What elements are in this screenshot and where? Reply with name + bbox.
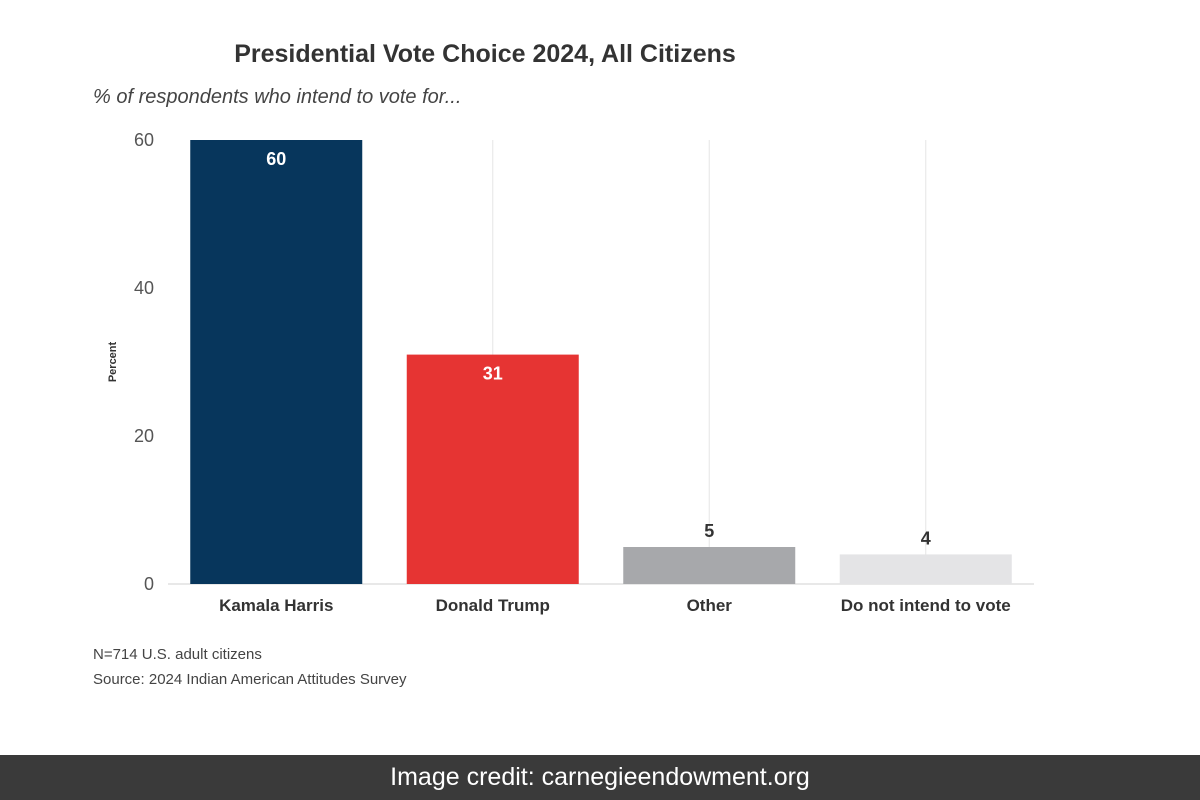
y-axis-label: Percent bbox=[107, 341, 119, 382]
value-labels: 60 31 5 4 bbox=[266, 149, 931, 548]
chart-subtitle: % of respondents who intend to vote for.… bbox=[93, 86, 461, 108]
bar-value-label: 5 bbox=[704, 521, 714, 541]
bar bbox=[839, 554, 1012, 584]
y-tick-label: 20 bbox=[134, 426, 154, 446]
image-credit-text: Image credit: carnegieendowment.org bbox=[390, 763, 810, 791]
bars bbox=[190, 140, 1012, 584]
y-tick-label: 40 bbox=[134, 278, 154, 298]
category-label: Other bbox=[687, 596, 733, 615]
chart-title: Presidential Vote Choice 2024, All Citiz… bbox=[234, 40, 736, 68]
bar-value-label: 31 bbox=[483, 364, 503, 384]
y-axis-ticks: 0 20 40 60 bbox=[134, 130, 154, 594]
category-label: Donald Trump bbox=[436, 596, 550, 615]
y-tick-label: 60 bbox=[134, 130, 154, 150]
bar bbox=[190, 140, 363, 584]
category-label: Kamala Harris bbox=[219, 596, 333, 615]
y-tick-label: 0 bbox=[144, 574, 154, 594]
bar bbox=[623, 547, 796, 584]
category-label: Do not intend to vote bbox=[841, 596, 1011, 615]
x-axis-categories: Kamala Harris Donald Trump Other Do not int… bbox=[219, 596, 1011, 615]
bar-chart: Presidential Vote Choice 2024, All Citiz… bbox=[93, 40, 1034, 615]
sample-size-note: N=714 U.S. adult citizens bbox=[93, 646, 262, 663]
bar-value-label: 60 bbox=[266, 149, 286, 169]
bar bbox=[406, 354, 579, 584]
image-credit-bar: Image credit: carnegieendowment.org bbox=[0, 755, 1200, 800]
bar-value-label: 4 bbox=[921, 528, 931, 548]
source-note: Source: 2024 Indian American Attitudes S… bbox=[93, 671, 407, 688]
